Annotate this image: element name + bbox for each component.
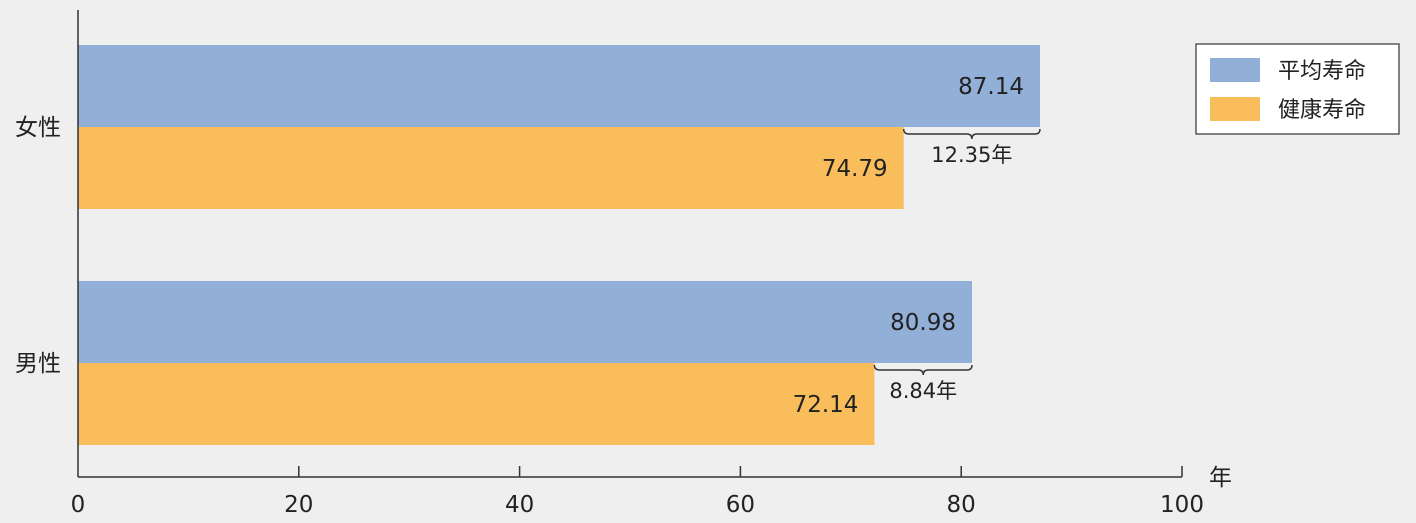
category-label-1: 男性 bbox=[15, 351, 61, 377]
bar-healthy-0 bbox=[78, 127, 904, 209]
x-axis-unit: 年 bbox=[1209, 465, 1232, 491]
x-tick-label-60: 60 bbox=[726, 492, 755, 518]
legend-swatch-healthy bbox=[1210, 97, 1260, 121]
gap-bracket-1 bbox=[873, 364, 973, 376]
legend-swatch-avg bbox=[1210, 58, 1260, 82]
category-label-0: 女性 bbox=[15, 115, 61, 141]
x-tick-label-20: 20 bbox=[284, 492, 313, 518]
axes bbox=[77, 10, 1182, 478]
value-label-avg-0: 87.14 bbox=[958, 74, 1024, 100]
gap-brackets: 12.35年 8.84年 bbox=[873, 128, 1041, 403]
x-tick-label-100: 100 bbox=[1160, 492, 1204, 518]
gap-label-1: 8.84年 bbox=[889, 379, 957, 403]
legend: 平均寿命 健康寿命 bbox=[1195, 43, 1400, 135]
bar-avg-0 bbox=[78, 45, 1041, 127]
legend-label-healthy: 健康寿命 bbox=[1278, 98, 1366, 123]
gap-bracket-0 bbox=[902, 128, 1041, 140]
x-ticks: 0 20 40 60 80 100 bbox=[71, 466, 1204, 518]
value-label-healthy-1: 72.14 bbox=[793, 392, 859, 418]
x-tick-label-80: 80 bbox=[947, 492, 976, 518]
legend-label-avg: 平均寿命 bbox=[1278, 59, 1366, 84]
x-tick-label-40: 40 bbox=[505, 492, 534, 518]
bars: 87.14 74.79 80.98 72.14 bbox=[78, 45, 1041, 445]
bar-avg-1 bbox=[78, 281, 973, 363]
value-label-avg-1: 80.98 bbox=[890, 310, 956, 336]
x-tick-label-0: 0 bbox=[71, 492, 86, 518]
gap-label-0: 12.35年 bbox=[931, 143, 1012, 167]
value-label-healthy-0: 74.79 bbox=[822, 156, 888, 182]
bar-healthy-1 bbox=[78, 363, 875, 445]
